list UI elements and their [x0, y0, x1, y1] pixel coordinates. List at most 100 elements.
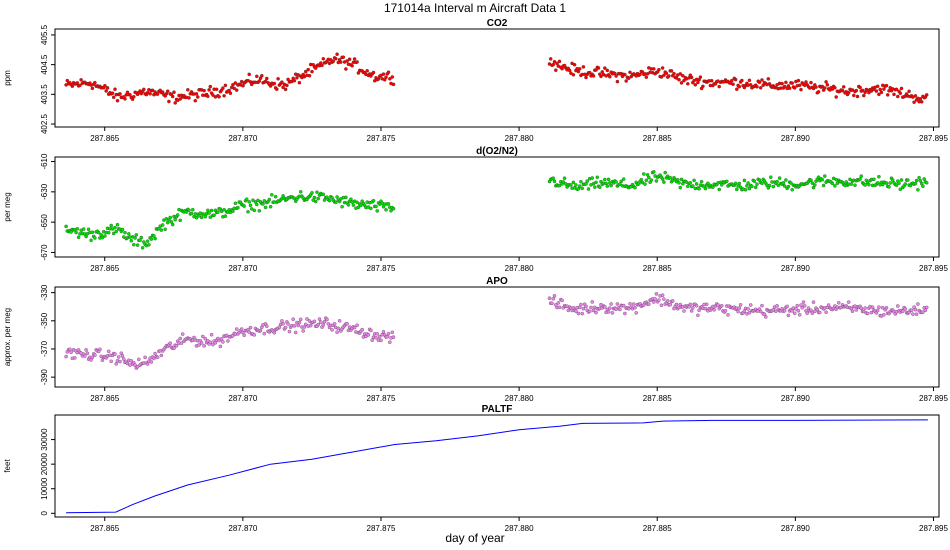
data-point [574, 309, 578, 313]
data-point [852, 93, 856, 98]
data-point [725, 179, 729, 184]
data-point [811, 300, 816, 304]
data-point [797, 83, 802, 88]
data-point [248, 203, 253, 208]
data-point [228, 91, 233, 95]
data-point [547, 296, 552, 300]
data-point [307, 319, 312, 323]
data-point [815, 307, 820, 312]
data-point [255, 74, 259, 79]
data-point [914, 312, 919, 316]
data-point [265, 324, 269, 328]
data-point [764, 315, 768, 319]
data-point [748, 303, 753, 307]
data-point [805, 311, 809, 315]
data-point [890, 178, 895, 182]
data-point [894, 87, 899, 92]
x-tick-label: 287.865 [90, 134, 119, 143]
data-point [686, 184, 690, 189]
data-point [242, 333, 246, 338]
data-point [145, 239, 150, 243]
data-point [168, 215, 172, 220]
y-axis-label: approx. per meg [3, 308, 12, 366]
x-tick-label: 287.885 [643, 134, 672, 143]
data-point [757, 80, 762, 85]
data-point [334, 200, 338, 205]
data-point [344, 195, 348, 200]
data-point [234, 88, 239, 92]
data-point [879, 90, 884, 95]
data-point [577, 67, 582, 71]
data-point [64, 354, 68, 359]
data-point [128, 93, 132, 97]
data-point [913, 307, 918, 312]
data-point [123, 230, 127, 235]
data-point [884, 306, 889, 310]
x-tick-label: 287.890 [781, 134, 810, 143]
data-point [647, 302, 651, 306]
data-point [869, 310, 874, 315]
data-point [89, 238, 93, 243]
data-point [731, 82, 735, 86]
panel-title: APO [486, 276, 508, 287]
data-point [283, 87, 288, 92]
data-point [913, 94, 918, 98]
data-point [711, 185, 715, 189]
data-point [113, 87, 117, 91]
data-point [381, 72, 386, 76]
data-point [660, 66, 665, 70]
data-point [825, 83, 830, 87]
data-point [98, 347, 102, 352]
data-point [337, 319, 342, 323]
data-point [208, 215, 213, 219]
data-point [579, 302, 583, 307]
data-point [153, 351, 157, 356]
data-point [360, 327, 364, 332]
data-point [618, 182, 622, 186]
data-point [590, 300, 594, 304]
x-tick-label: 287.895 [919, 264, 948, 273]
data-point [801, 300, 806, 304]
data-point [599, 179, 603, 184]
data-point [345, 321, 349, 326]
data-point [330, 328, 334, 332]
data-point [310, 69, 314, 74]
data-point [584, 304, 588, 309]
data-point [222, 207, 226, 212]
data-point [638, 72, 642, 77]
data-point [68, 347, 72, 352]
data-point [257, 79, 262, 83]
data-point [75, 227, 80, 231]
data-point [149, 360, 154, 364]
data-point [784, 178, 788, 182]
data-point [261, 202, 265, 206]
data-point [809, 308, 813, 313]
data-point [760, 303, 764, 308]
data-point [332, 322, 337, 326]
data-point [918, 97, 923, 101]
data-point [659, 75, 664, 79]
data-point [796, 78, 801, 83]
data-point [219, 337, 224, 341]
data-point [682, 309, 686, 313]
y-tick-label: -350 [40, 312, 49, 329]
x-tick-label: 287.895 [919, 524, 948, 533]
data-point [706, 181, 710, 186]
data-point [668, 302, 672, 307]
data-point [796, 309, 801, 313]
data-point [258, 328, 263, 333]
data-point [106, 230, 111, 235]
data-point [208, 340, 213, 344]
data-point [669, 69, 674, 73]
data-point [679, 81, 684, 85]
data-point [143, 355, 147, 360]
data-point [599, 74, 603, 79]
data-point [689, 75, 694, 80]
data-point [897, 181, 901, 185]
data-point [799, 87, 803, 92]
data-point [809, 80, 813, 85]
data-point [211, 342, 215, 347]
data-point [782, 184, 787, 188]
data-point [172, 346, 176, 351]
data-point [83, 354, 87, 358]
